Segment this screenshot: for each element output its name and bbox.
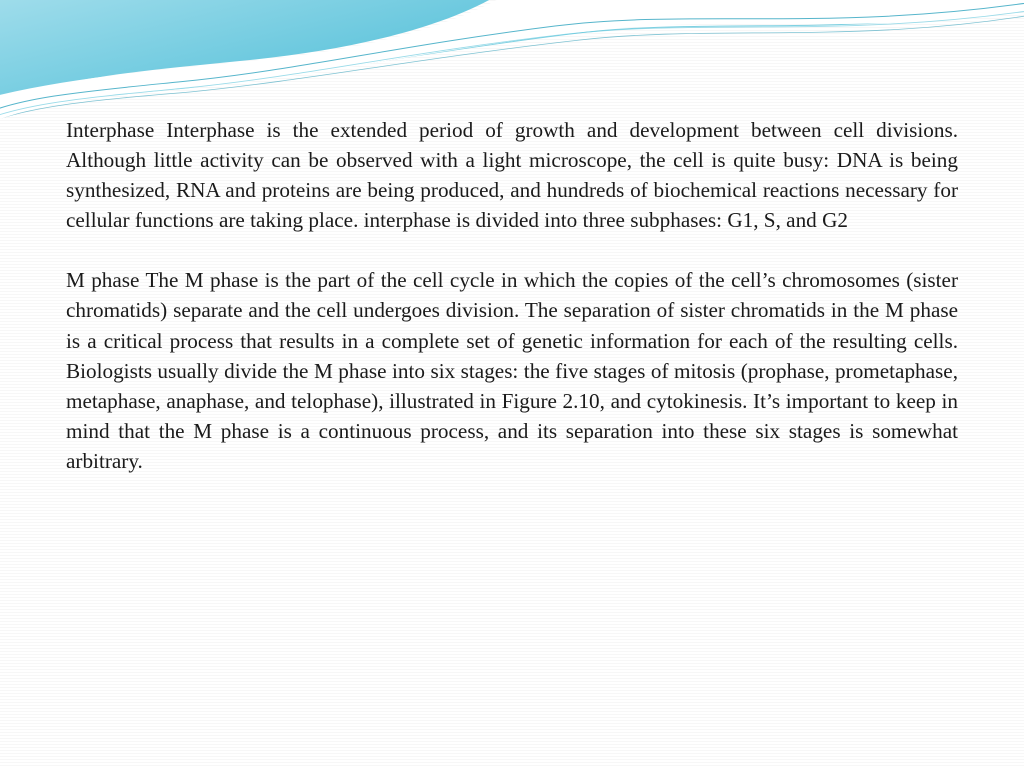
paragraph-interphase: Interphase Interphase is the extended pe… [66, 115, 958, 235]
paragraph-m-phase: M phase The M phase is the part of the c… [66, 265, 958, 476]
slide-body: Interphase Interphase is the extended pe… [66, 115, 958, 506]
